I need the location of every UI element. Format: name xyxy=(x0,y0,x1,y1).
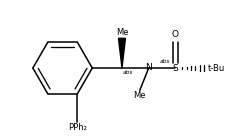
Text: N: N xyxy=(145,63,152,72)
Text: abs: abs xyxy=(123,70,133,75)
Text: O: O xyxy=(172,30,179,39)
Text: abs: abs xyxy=(160,59,170,64)
Text: PPh₂: PPh₂ xyxy=(68,123,87,132)
Text: Me: Me xyxy=(134,91,146,100)
Polygon shape xyxy=(119,38,125,68)
Text: S: S xyxy=(173,64,178,73)
Text: Me: Me xyxy=(116,28,128,37)
Text: t-Bu: t-Bu xyxy=(208,64,225,73)
